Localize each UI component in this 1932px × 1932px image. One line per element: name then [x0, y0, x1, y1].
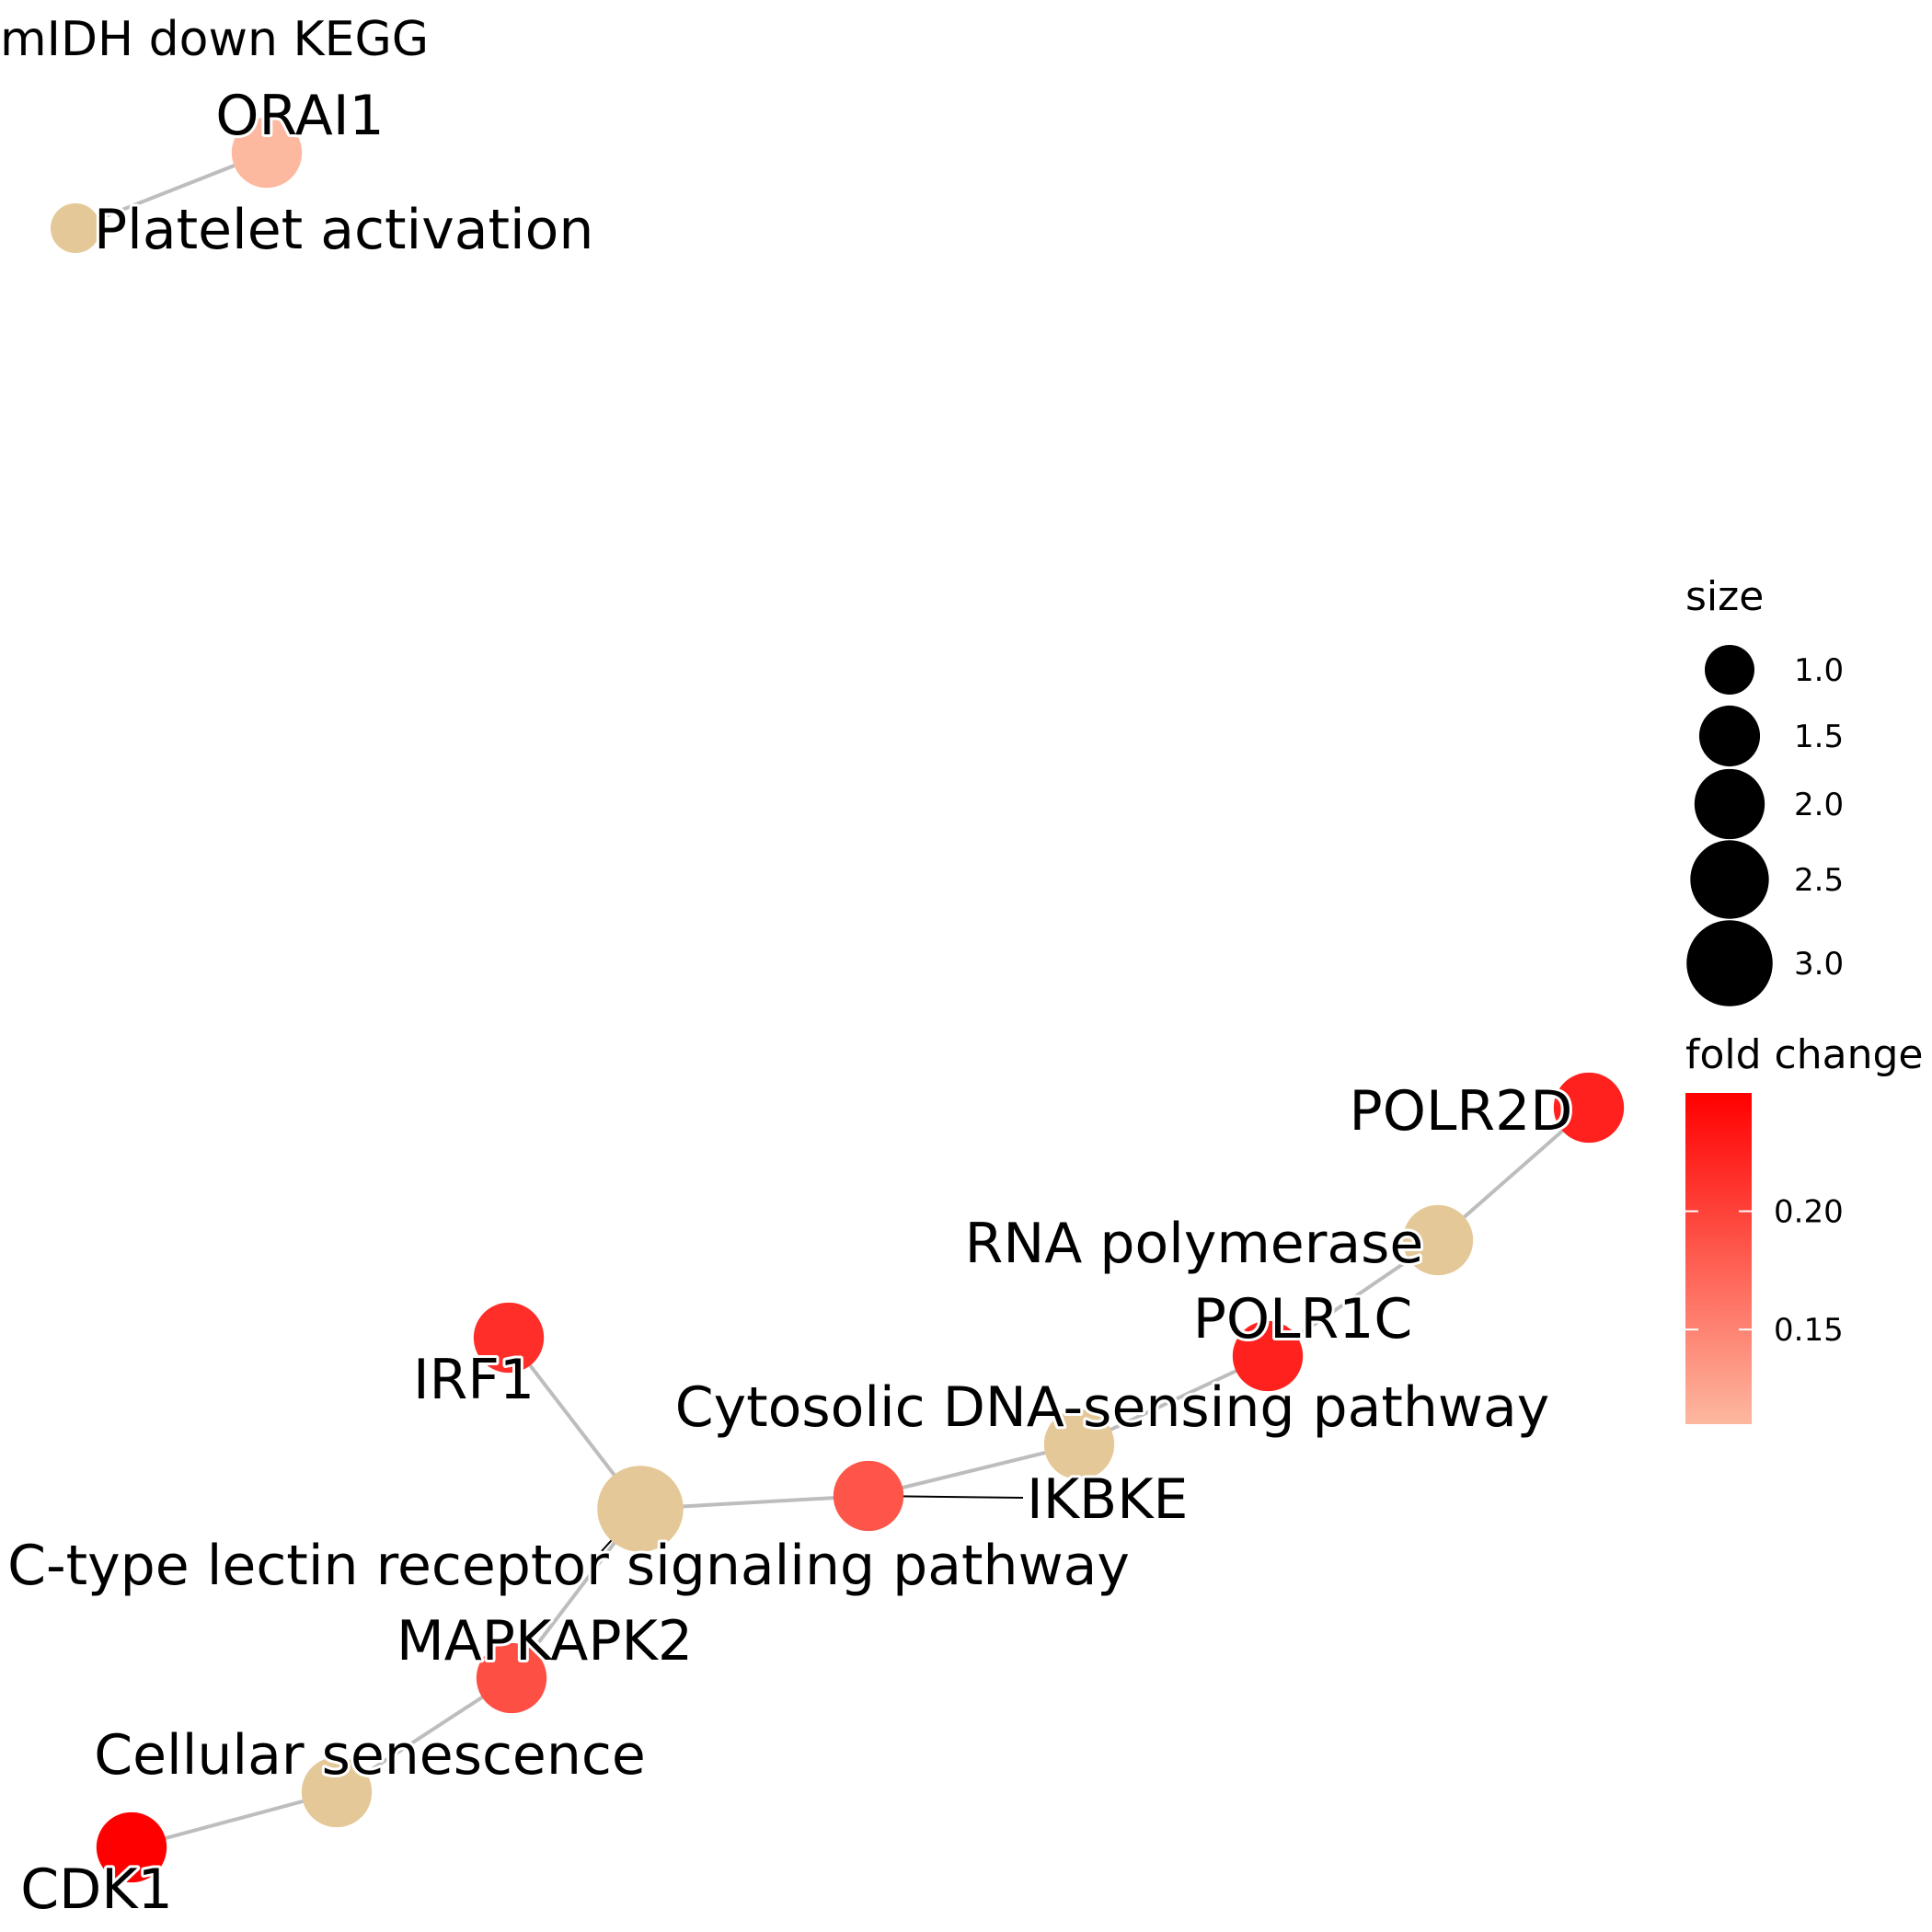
size-legend-label-1-5: 1.5 — [1794, 719, 1844, 755]
size-legend-key-1-5 — [1698, 705, 1761, 767]
labels-layer: ORAI1 Platelet activation POLR2D RNA polyme… — [5, 81, 1575, 1925]
fold-change-legend-title: fold change — [1685, 1031, 1923, 1078]
size-legend-label-3-0: 3.0 — [1794, 946, 1844, 983]
size-legend-label-2-5: 2.5 — [1794, 862, 1844, 899]
label-orai1: ORAI1 — [215, 84, 384, 148]
node-polr1c — [1232, 1320, 1304, 1392]
fold-change-legend: fold change 0.20 0.15 — [1685, 1031, 1923, 1424]
label-rnapol: RNA polymerase — [965, 1212, 1424, 1276]
node-cytosolic — [1043, 1409, 1115, 1480]
size-legend-key-2-5 — [1690, 840, 1769, 919]
label-mapkapk2: MAPKAPK2 — [397, 1609, 693, 1673]
node-polr2d — [1553, 1072, 1625, 1144]
size-legend: size 1.0 1.5 2.0 2.5 3.0 — [1685, 573, 1844, 1006]
nodes-layer — [51, 117, 1625, 1883]
label-cytosolic: Cytosolic DNA-sensing pathway — [675, 1375, 1550, 1440]
edge-senescence-cdk1 — [131, 1790, 338, 1849]
colorbar-label-0-15: 0.15 — [1774, 1312, 1844, 1349]
node-ctype — [597, 1466, 684, 1552]
chart-title: mIDH down KEGG — [0, 12, 429, 67]
node-orai1 — [231, 117, 303, 189]
node-cdk1 — [96, 1811, 167, 1883]
node-rnapol — [1402, 1204, 1474, 1276]
label-polr1c: POLR1C — [1193, 1287, 1413, 1351]
node-irf1 — [473, 1302, 545, 1374]
size-legend-label-2-0: 2.0 — [1794, 787, 1844, 823]
size-legend-key-1-0 — [1705, 645, 1754, 695]
size-legend-label-1-0: 1.0 — [1794, 652, 1844, 689]
node-ikbke — [833, 1460, 904, 1532]
node-senescence — [301, 1756, 373, 1828]
label-senescence: Cellular senescence — [94, 1723, 646, 1788]
label-ikbke: IKBKE — [1027, 1467, 1188, 1532]
fold-change-colorbar — [1685, 1093, 1752, 1424]
node-platelet — [51, 203, 100, 253]
edge-cytosolic-ikbke — [868, 1443, 1080, 1498]
colorbar-label-0-20: 0.20 — [1774, 1194, 1844, 1231]
label-ctype: C-type lectin receptor signaling pathway — [7, 1534, 1130, 1598]
size-legend-key-3-0 — [1686, 920, 1773, 1006]
label-polr2d: POLR2D — [1350, 1079, 1573, 1144]
label-cdk1: CDK1 — [20, 1857, 173, 1922]
size-legend-title: size — [1685, 573, 1764, 620]
node-mapkapk2 — [476, 1642, 547, 1714]
label-irf1: IRF1 — [413, 1348, 535, 1412]
label-platelet: Platelet activation — [94, 198, 593, 262]
size-legend-key-2-0 — [1694, 768, 1765, 840]
